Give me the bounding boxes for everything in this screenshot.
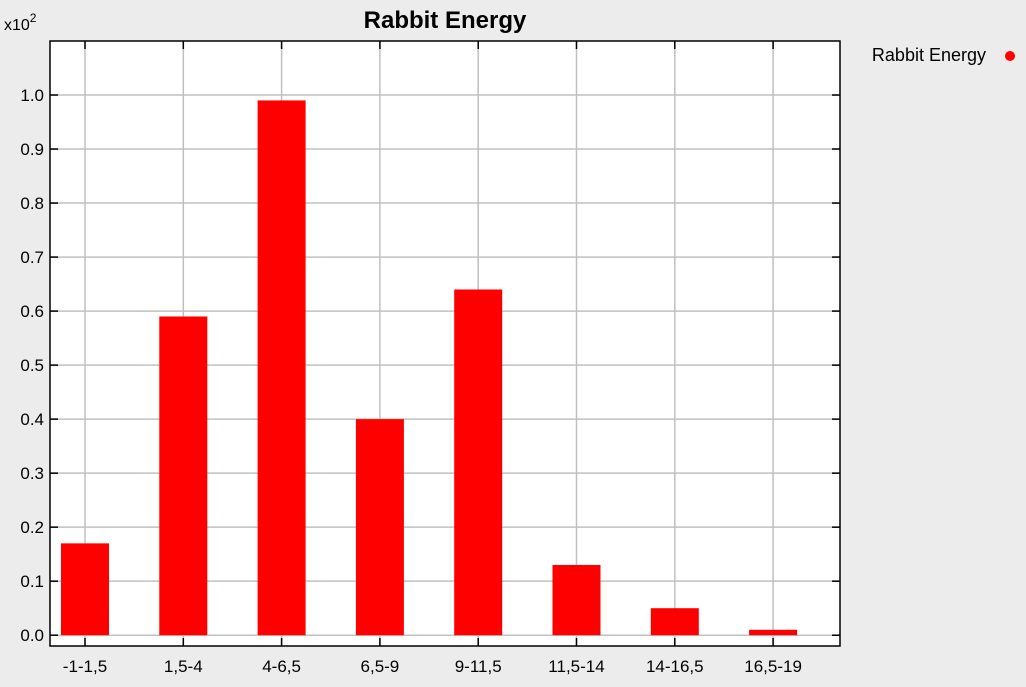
x-tick-label: 6,5-9 [361, 657, 400, 676]
x-tick-label: 1,5-4 [164, 657, 203, 676]
y-tick-label: 0.6 [20, 302, 44, 321]
y-tick-label: 0.7 [20, 248, 44, 267]
axis-multiplier-base: x10 [4, 17, 30, 34]
bar-3 [257, 100, 306, 636]
y-tick-label: 0.2 [20, 518, 44, 537]
bar-2 [159, 316, 208, 636]
y-tick-label: 0.0 [20, 626, 44, 645]
chart-title: Rabbit Energy [364, 7, 527, 34]
y-tick-label: 0.9 [20, 140, 44, 159]
axis-multiplier-exponent: 2 [30, 11, 37, 25]
y-tick-label: 0.5 [20, 356, 44, 375]
bar-1 [61, 543, 109, 636]
y-tick-label: 0.3 [20, 464, 44, 483]
bar-4 [355, 419, 404, 636]
bar-5 [454, 289, 503, 636]
x-tick-label: 11,5-14 [548, 657, 604, 676]
legend: Rabbit Energy [872, 45, 1015, 65]
y-tick-labels: 0.0 0.1 0.2 0.3 0.4 0.5 0.6 0.7 0.8 0.9 1.0 [20, 86, 44, 645]
plot-frame [49, 40, 841, 647]
x-tick-label: 9-11,5 [455, 657, 502, 676]
x-tick-label: 4-6,5 [262, 657, 301, 676]
legend-label: Rabbit Energy [872, 45, 986, 65]
x-tick-label: 14-16,5 [646, 657, 704, 676]
x-tick-labels: -1-1,5 1,5-4 4-6,5 6,5-9 9-11,5 11,5-14 14-16,… [63, 657, 802, 676]
bar-6 [552, 564, 601, 636]
x-tick-label: -1-1,5 [63, 657, 107, 676]
y-tick-label: 0.8 [20, 194, 44, 213]
bar-7 [650, 608, 699, 636]
y-tick-label: 0.1 [20, 572, 44, 591]
bars [61, 100, 798, 636]
bar-8 [749, 629, 798, 636]
y-tick-label: 1.0 [20, 86, 44, 105]
legend-marker [1005, 51, 1015, 61]
axis-ticks [50, 41, 840, 646]
y-tick-label: 0.4 [20, 410, 44, 429]
axis-multiplier: x102 [4, 11, 37, 34]
x-tick-label: 16,5-19 [744, 657, 802, 676]
